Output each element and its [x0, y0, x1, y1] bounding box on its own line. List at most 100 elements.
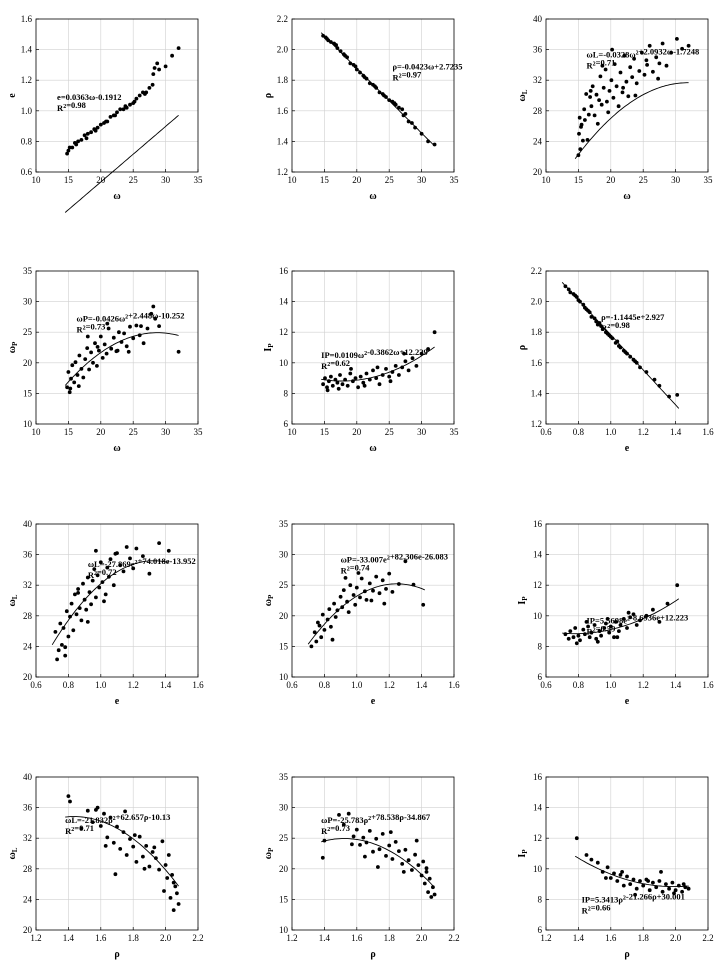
regression-equation: IP=5.3413ρ2-21.266ρ+30.001 — [582, 891, 685, 904]
data-point — [402, 351, 406, 356]
data-point — [566, 636, 571, 641]
chart-panel: 10 15 20 25 30 35 1.2 1.4 1.6 1.8 2.0 2.2 ω ρ ρ=-0.042… — [263, 14, 462, 202]
y-tick-label: 12 — [533, 580, 542, 590]
plot-frame — [35, 776, 199, 931]
data-point — [578, 147, 583, 152]
data-point — [367, 81, 372, 86]
data-point — [390, 590, 395, 594]
data-point — [348, 583, 353, 588]
data-point — [322, 838, 327, 843]
r-squared: R2=0.62 — [321, 358, 350, 371]
data-point — [364, 371, 369, 376]
regression-equation: IP=5.5698e2-8.6936e+12.223 — [587, 612, 689, 625]
data-point — [73, 360, 78, 365]
y-tick-label: 1.2 — [277, 167, 288, 177]
data-point — [132, 99, 137, 104]
data-point — [334, 43, 338, 47]
data-point — [149, 311, 154, 316]
data-point — [321, 382, 325, 387]
data-point — [117, 330, 121, 335]
data-point — [333, 615, 338, 619]
x-tick-label: 0.6 — [540, 427, 552, 437]
data-point — [608, 876, 613, 880]
chart-panel: 1.2 1.4 1.6 1.8 2.0 2.2 6 8 10 12 14 16 ρ IP IP=5.3413… — [517, 772, 714, 960]
data-point — [327, 379, 331, 384]
data-point — [351, 834, 356, 839]
data-point — [154, 856, 158, 860]
data-point — [95, 125, 100, 130]
x-tick-label: 1.2 — [384, 680, 395, 690]
data-point — [607, 333, 612, 338]
data-point — [170, 873, 175, 877]
y-tick-label: 24 — [533, 136, 543, 146]
data-point — [68, 799, 72, 804]
data-point — [74, 142, 79, 147]
data-point — [76, 384, 81, 388]
plot-frame — [545, 18, 709, 173]
data-point — [374, 376, 379, 380]
data-point — [123, 104, 128, 109]
data-point — [416, 863, 421, 867]
data-point — [654, 55, 659, 60]
data-point — [102, 811, 106, 816]
data-point — [131, 566, 136, 571]
data-point — [610, 47, 614, 52]
y-tick-label: 25 — [279, 833, 289, 843]
data-point — [55, 657, 59, 662]
data-point — [332, 601, 336, 606]
data-point — [406, 368, 411, 373]
x-tick-label: 0.8 — [63, 680, 75, 690]
data-point — [105, 565, 110, 570]
data-point — [98, 824, 103, 828]
data-point — [95, 573, 100, 578]
data-point — [633, 93, 638, 98]
data-point — [599, 633, 603, 638]
data-point — [113, 872, 118, 877]
plot-frame — [35, 523, 199, 678]
data-point — [419, 351, 424, 356]
data-point — [421, 602, 426, 607]
data-point — [397, 105, 401, 110]
data-point — [581, 302, 586, 307]
data-point — [429, 895, 434, 899]
data-point — [119, 340, 124, 344]
data-point — [76, 587, 80, 591]
y-axis-label: ωP — [7, 341, 19, 353]
x-tick-label: 30 — [417, 427, 427, 437]
data-point — [84, 136, 89, 141]
data-point — [681, 882, 686, 886]
fit-line — [321, 346, 435, 382]
x-tick-label: 30 — [671, 175, 681, 185]
data-point — [432, 330, 437, 335]
data-point — [651, 880, 655, 885]
y-tick-label: 15 — [23, 388, 33, 398]
data-point — [69, 376, 73, 381]
data-point — [675, 393, 680, 397]
data-point — [329, 40, 333, 44]
data-point — [341, 822, 346, 827]
data-point — [79, 618, 84, 623]
x-tick-label: 1.4 — [63, 933, 75, 943]
data-point — [70, 145, 75, 150]
x-axis-label: ρ — [624, 949, 629, 960]
data-point — [106, 326, 111, 331]
data-point — [603, 67, 608, 72]
data-point — [362, 383, 367, 388]
data-point — [600, 870, 605, 874]
data-point — [76, 139, 80, 144]
data-point — [660, 41, 665, 46]
data-point — [578, 299, 582, 304]
data-point — [374, 836, 379, 841]
chart-panel: 1.2 1.4 1.6 1.8 2.0 2.2 20 24 28 32 36 40 ρ ωL ωL=-21.… — [7, 772, 204, 960]
data-point — [108, 557, 113, 562]
data-point — [371, 849, 375, 854]
y-axis-label: ωL — [7, 847, 19, 859]
r-squared: R2=0.71 — [587, 57, 616, 70]
data-point — [176, 46, 181, 50]
data-point — [322, 628, 327, 632]
y-axis-label: ωP — [263, 847, 275, 859]
data-point — [605, 99, 609, 104]
y-tick-label: 14 — [533, 550, 543, 560]
data-point — [113, 551, 118, 556]
